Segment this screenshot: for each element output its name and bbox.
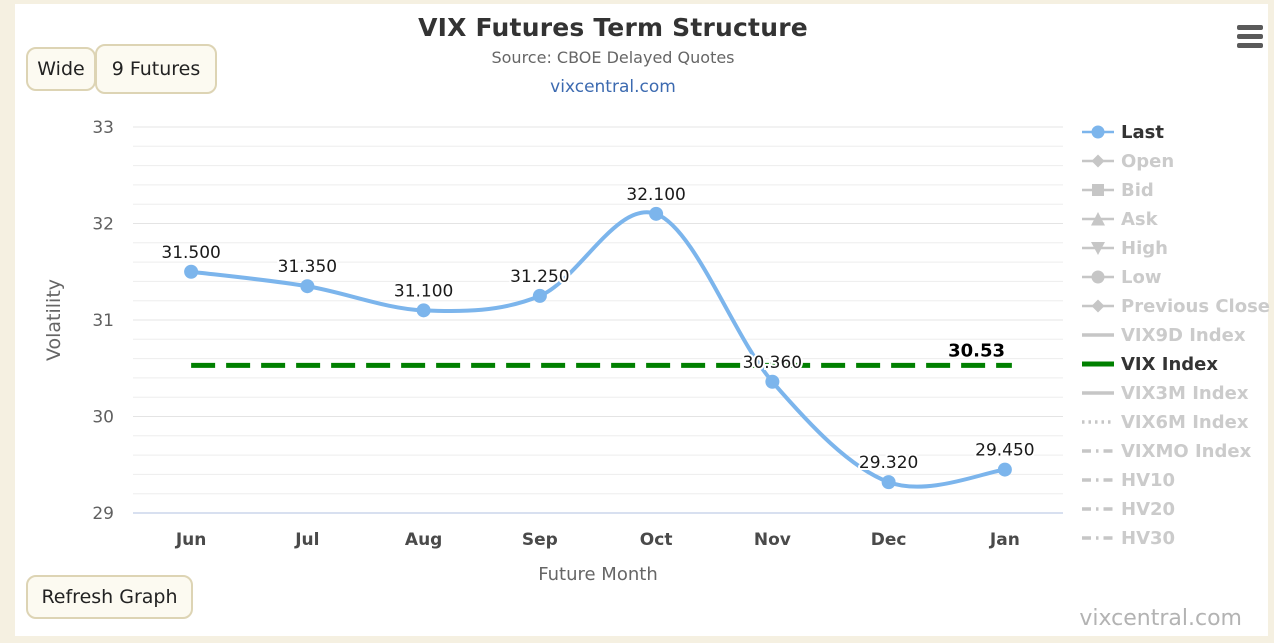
watermark: vixcentral.com (1079, 606, 1242, 631)
x-tick-label-jan: Jan (989, 530, 1020, 550)
legend-label: HV30 (1121, 527, 1176, 549)
x-tick-label-jul: Jul (294, 530, 319, 550)
chart-subtitle: Source: CBOE Delayed Quotes (491, 48, 735, 67)
diamond-marker-icon (1082, 299, 1114, 313)
data-label-aug: 31.100 (394, 281, 453, 301)
legend-item-hv10[interactable]: HV10 (1081, 469, 1270, 491)
data-label-jun: 31.500 (161, 243, 220, 263)
legend-label: High (1121, 237, 1168, 259)
data-label-sep: 31.250 (510, 267, 569, 287)
legend-item-last[interactable]: Last (1081, 121, 1270, 143)
legend-item-vix6m-index[interactable]: VIX6M Index (1081, 411, 1270, 433)
y-tick-label: 32 (92, 215, 114, 235)
legend-label: VIX6M Index (1121, 411, 1249, 433)
circle-marker-icon (1082, 125, 1114, 139)
square-marker-icon (1082, 184, 1114, 196)
y-tick-label: 29 (92, 504, 114, 524)
legend-item-ask[interactable]: Ask (1081, 208, 1270, 230)
triangle-down-marker-icon (1082, 242, 1114, 255)
dashdot-marker-icon (1082, 449, 1114, 453)
legend-label: Ask (1121, 208, 1158, 230)
futures-count-button[interactable]: 9 Futures (95, 44, 217, 94)
data-label-dec: 29.320 (859, 453, 918, 473)
data-point-oct[interactable] (649, 206, 664, 221)
line-thick-marker-icon (1082, 361, 1114, 367)
x-tick-label-nov: Nov (754, 530, 791, 550)
y-tick-label: 30 (92, 408, 114, 428)
y-tick-label: 33 (92, 118, 114, 138)
dashdot-marker-icon (1082, 507, 1114, 511)
data-point-nov[interactable] (765, 374, 780, 389)
data-point-jan[interactable] (997, 462, 1012, 477)
legend-label: Bid (1121, 179, 1154, 201)
x-tick-label-dec: Dec (871, 530, 907, 550)
line-marker-icon (1082, 333, 1114, 337)
y-axis-title: Volatility (43, 279, 65, 361)
legend-item-vix-index[interactable]: VIX Index (1081, 353, 1270, 375)
data-point-aug[interactable] (416, 303, 431, 318)
legend-item-hv20[interactable]: HV20 (1081, 498, 1270, 520)
vix-index-value-label: 30.53 (948, 340, 1005, 361)
data-point-jun[interactable] (184, 264, 199, 279)
dotted-marker-icon (1082, 420, 1114, 424)
refresh-graph-button[interactable]: Refresh Graph (26, 575, 193, 619)
legend-label: Previous Close (1121, 295, 1271, 317)
legend-item-hv30[interactable]: HV30 (1081, 527, 1270, 549)
legend-item-vixmo-index[interactable]: VIXMO Index (1081, 440, 1270, 462)
legend-label: Low (1121, 266, 1162, 288)
data-label-jul: 31.350 (278, 257, 337, 277)
legend-label: VIX3M Index (1121, 382, 1249, 404)
legend-label: VIX9D Index (1121, 324, 1246, 346)
legend-label: HV10 (1121, 469, 1176, 491)
legend-item-previous-close[interactable]: Previous Close (1081, 295, 1270, 317)
page-title: VIX Futures Term Structure (418, 13, 808, 42)
dashdot-marker-icon (1082, 536, 1114, 540)
y-tick-label: 31 (92, 311, 114, 331)
chart-header: VIX Futures Term Structure Source: CBOE … (0, 0, 1226, 97)
legend-label: VIX Index (1121, 353, 1218, 375)
line-marker-icon (1082, 391, 1114, 395)
data-point-sep[interactable] (532, 288, 547, 303)
legend-item-low[interactable]: Low (1081, 266, 1270, 288)
x-axis-title: Future Month (538, 564, 657, 585)
legend-label: Open (1121, 150, 1175, 172)
data-label-nov: 30.360 (743, 353, 802, 373)
legend-item-open[interactable]: Open (1081, 150, 1270, 172)
vixcentral-link[interactable]: vixcentral.com (550, 77, 676, 97)
legend-label: Last (1121, 121, 1164, 143)
x-tick-label-jun: Jun (175, 530, 207, 550)
data-point-jul[interactable] (300, 279, 315, 294)
x-tick-label-aug: Aug (405, 530, 442, 550)
legend-item-high[interactable]: High (1081, 237, 1270, 259)
legend-item-vix3m-index[interactable]: VIX3M Index (1081, 382, 1270, 404)
data-point-dec[interactable] (881, 475, 896, 490)
hamburger-menu-icon[interactable] (1237, 25, 1263, 52)
triangle-marker-icon (1082, 212, 1114, 226)
dashdot-marker-icon (1082, 478, 1114, 482)
x-tick-label-oct: Oct (640, 530, 673, 550)
chart-legend: Last Open Bid Ask High Low Previous Close VIX9D… (1081, 121, 1270, 549)
legend-item-bid[interactable]: Bid (1081, 179, 1270, 201)
data-label-jan: 29.450 (975, 441, 1034, 461)
data-label-oct: 32.100 (626, 185, 685, 205)
last-series-line (189, 210, 1007, 489)
x-tick-label-sep: Sep (522, 530, 558, 550)
diamond-marker-icon (1082, 154, 1114, 168)
legend-item-vix9d-index[interactable]: VIX9D Index (1081, 324, 1270, 346)
circle-marker-icon (1082, 270, 1114, 284)
legend-label: VIXMO Index (1121, 440, 1252, 462)
legend-label: HV20 (1121, 498, 1176, 520)
